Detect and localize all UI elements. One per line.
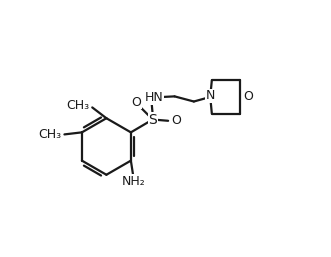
Text: O: O <box>244 90 254 103</box>
Text: S: S <box>148 113 157 126</box>
Text: NH₂: NH₂ <box>121 175 145 188</box>
Text: HN: HN <box>145 91 164 104</box>
Text: O: O <box>172 114 182 127</box>
Text: N: N <box>206 89 215 102</box>
Text: CH₃: CH₃ <box>39 128 62 141</box>
Text: CH₃: CH₃ <box>66 99 89 112</box>
Text: O: O <box>131 96 141 109</box>
